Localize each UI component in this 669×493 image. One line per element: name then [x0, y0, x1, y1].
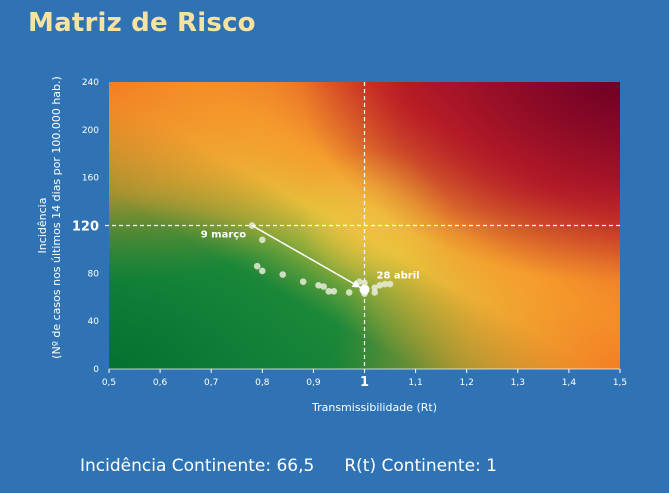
y-tick-label: 40	[88, 317, 100, 327]
current-point	[359, 284, 370, 295]
y-axis-subtitle: (Nº de casos nos últimos 14 dias por 100…	[50, 76, 63, 359]
scatter-point	[253, 262, 261, 270]
y-tick-label: 240	[82, 78, 99, 88]
trend-arrowhead	[351, 280, 361, 288]
y-tick-label: 80	[88, 269, 100, 279]
incidence-continente: Incidência Continente: 66,5	[80, 456, 315, 476]
scatter-point	[371, 284, 379, 291]
scatter-point	[259, 236, 266, 244]
annotation-start-date: 9 março	[201, 230, 246, 241]
footer: Incidência Continente: 66,5 R(t) Continen…	[80, 456, 497, 476]
trend-arrow	[251, 224, 361, 289]
scatter-point	[376, 281, 384, 289]
y-tick-label: 120	[72, 220, 99, 235]
x-tick-label: 0,9	[306, 378, 321, 388]
scatter-point	[320, 283, 327, 290]
y-tick-label: 160	[82, 174, 99, 184]
scatter-point	[386, 280, 394, 288]
data-points: 9 março 28 abril	[201, 222, 420, 297]
scatter-point	[315, 281, 322, 289]
x-tick-label: 1	[360, 375, 369, 390]
y-axis-title: Incidência	[36, 198, 49, 254]
y-tick-label: 0	[93, 365, 99, 375]
scatter-point	[259, 267, 266, 275]
scatter-point	[330, 287, 338, 295]
scatter-point	[299, 278, 307, 286]
x-tick-label: 1,2	[460, 378, 474, 388]
page-title: Matriz de Risco	[28, 8, 256, 38]
scatter-point	[361, 279, 368, 287]
threshold-lines	[105, 82, 620, 371]
x-tick-label: 1,1	[408, 378, 422, 388]
rt-continente: R(t) Continente: 1	[344, 456, 497, 476]
x-tick-label: 1,5	[613, 378, 627, 388]
x-tick-label: 1,3	[511, 378, 525, 388]
scatter-point	[345, 289, 353, 296]
scatter-point	[325, 287, 333, 295]
y-tick-label: 200	[82, 126, 99, 136]
x-tick-label: 1,4	[562, 378, 577, 388]
x-tick-label: 0,7	[204, 378, 218, 388]
axis-labels: Transmissibilidade (Rt) Incidência (Nº de …	[36, 76, 437, 414]
x-tick-label: 0,5	[102, 378, 116, 388]
x-axis-title: Transmissibilidade (Rt)	[311, 401, 437, 414]
annotation-end-date: 28 abril	[377, 270, 420, 281]
x-tick-label: 0,8	[255, 378, 270, 388]
scatter-point	[279, 271, 287, 278]
scatter-point	[371, 289, 379, 296]
x-tick-label: 0,6	[153, 378, 168, 388]
scatter-point	[381, 280, 389, 288]
